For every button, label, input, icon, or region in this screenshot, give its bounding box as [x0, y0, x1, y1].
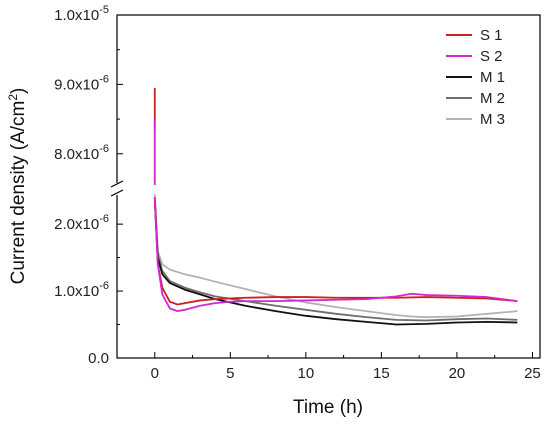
x-tick-label: 25	[524, 365, 541, 382]
ticks-layer: 0 5 10 15 20 25 0.0 1.0x10-6 2.0x10-6 8.0x10-6 9.0…	[54, 4, 541, 382]
y-axis-break	[110, 180, 124, 197]
legend-label-s1: S 1	[480, 27, 503, 44]
axis-break-mark-lower	[110, 189, 124, 197]
y-tick-label: 8.0x10-6	[54, 143, 109, 163]
legend-label-m2: M 2	[480, 90, 505, 107]
y-tick-label: 1.0x10-6	[54, 280, 109, 300]
x-tick-label: 15	[373, 365, 390, 382]
series-layer	[153, 87, 518, 326]
y-tick-label: 1.0x10-5	[54, 4, 109, 24]
y-axis-title: Current density (A/cm2)	[6, 88, 29, 285]
legend-label-m3: M 3	[480, 111, 505, 128]
legend-label-s2: S 2	[480, 48, 503, 65]
y-tick-label: 0.0	[88, 350, 109, 367]
x-tick-label: 20	[449, 365, 466, 382]
chart-legend: S 1 S 2 M 1 M 2 M 3	[446, 27, 505, 128]
x-axis-title: Time (h)	[293, 397, 363, 418]
series-line-m3	[153, 194, 518, 319]
x-tick-label: 10	[297, 365, 314, 382]
x-tick-label: 0	[151, 365, 159, 382]
y-tick-label: 9.0x10-6	[54, 73, 109, 93]
series-line-m1	[153, 200, 518, 326]
series-line-s2	[153, 197, 518, 313]
x-tick-label: 5	[226, 365, 234, 382]
axis-break-mark-upper	[110, 180, 124, 188]
legend-label-m1: M 1	[480, 69, 505, 86]
y-tick-label: 2.0x10-6	[54, 213, 109, 233]
series-line-m2	[153, 197, 518, 322]
series-line-s1	[153, 197, 518, 306]
